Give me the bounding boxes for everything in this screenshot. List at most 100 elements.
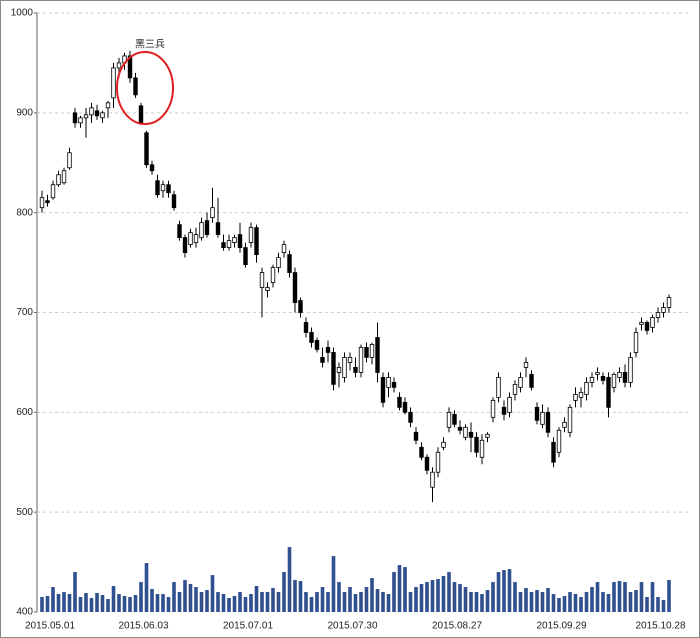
volume-bar <box>56 594 61 612</box>
candle-body <box>210 207 215 219</box>
candle-body <box>259 272 265 288</box>
volume-bar <box>590 587 594 612</box>
candle-body <box>199 222 204 239</box>
candle-body <box>474 436 479 453</box>
volume-bar <box>419 584 424 612</box>
volume-bar <box>507 569 512 612</box>
volume-bar <box>139 582 143 612</box>
candle-body <box>589 376 595 383</box>
candle-body <box>600 375 606 381</box>
volume-bar <box>348 587 352 612</box>
candle-body <box>650 317 655 328</box>
candle-body <box>463 426 468 438</box>
candle-body <box>89 107 94 116</box>
candle-body <box>622 371 628 383</box>
candle-body <box>424 456 430 471</box>
x-tick-label: 2015.05.01 <box>25 621 75 632</box>
highlight-ellipse <box>116 51 174 125</box>
candle-body <box>116 62 122 69</box>
volume-bar <box>573 594 578 612</box>
x-tick-label: 2015.06.03 <box>118 621 168 632</box>
volume-bar <box>227 598 231 612</box>
candle-body <box>666 297 672 308</box>
volume-bar <box>513 582 517 612</box>
volume-bar <box>309 597 314 612</box>
volume-bar <box>364 587 369 612</box>
candle-body <box>391 381 397 388</box>
candle-body <box>72 112 78 124</box>
volume-bar <box>518 592 523 612</box>
volume-bar <box>612 582 616 612</box>
volume-bar <box>254 586 259 612</box>
volume-bar <box>386 594 391 612</box>
volume-bar <box>276 592 281 612</box>
candle-body <box>39 197 45 209</box>
candle-body <box>155 180 160 196</box>
volume-bar <box>656 597 660 612</box>
candle-body <box>166 184 171 194</box>
candle-body <box>633 332 639 353</box>
volume-bar <box>95 593 99 612</box>
candle-body <box>281 244 287 253</box>
candle-body <box>144 132 149 166</box>
x-tick-label: 2015.07.30 <box>327 621 377 632</box>
candle-body <box>105 102 111 109</box>
y-tick-label: 500 <box>16 507 33 518</box>
candle-body <box>50 184 56 199</box>
volume-bar <box>606 594 611 612</box>
volume-bar <box>392 572 396 612</box>
candle-body <box>628 357 633 383</box>
volume-bar <box>89 598 94 612</box>
candle-body <box>435 451 441 473</box>
volume-bar <box>458 584 462 612</box>
volume-bar <box>502 570 506 612</box>
volume-bar <box>172 582 176 612</box>
volume-bar <box>557 598 561 612</box>
candle-body <box>292 272 298 303</box>
candle-body <box>78 117 83 124</box>
volume-bar <box>469 592 473 612</box>
candle-body <box>567 406 573 433</box>
candle-body <box>578 391 584 398</box>
volume-bar <box>480 594 484 612</box>
volume-bar <box>128 597 132 612</box>
candle-body <box>221 242 226 249</box>
volume-bar <box>524 588 528 612</box>
candle-body <box>479 439 485 458</box>
volume-bar <box>331 556 336 612</box>
volume-bar <box>381 592 385 612</box>
volume-bar <box>260 592 264 612</box>
volume-bar <box>304 592 308 612</box>
volume-bar <box>595 582 600 612</box>
candle-body <box>171 194 177 209</box>
candle-body <box>149 164 155 172</box>
candle-body <box>573 393 578 401</box>
volume-bar <box>287 547 292 612</box>
candle-body <box>298 300 303 313</box>
candle-body <box>309 332 314 343</box>
volume-bar <box>397 565 402 612</box>
candle-body <box>204 220 210 236</box>
candle-body <box>56 174 61 186</box>
candle-body <box>265 287 270 291</box>
volume-bar <box>474 592 479 612</box>
candle-body <box>254 227 259 255</box>
volume-bar <box>293 580 297 612</box>
volume-bar <box>84 593 88 612</box>
candle-body <box>430 471 435 488</box>
candle-body <box>287 254 292 273</box>
volume-bar <box>205 590 209 612</box>
volume-bar <box>496 572 501 612</box>
volume-bar <box>238 592 242 612</box>
candle-body <box>320 357 325 363</box>
volume-bar <box>359 592 363 612</box>
candle-body <box>61 170 67 184</box>
volume-bar <box>425 582 429 612</box>
candle-body <box>237 234 243 249</box>
volume-bar <box>67 594 72 612</box>
volume-bar <box>408 592 413 612</box>
candle-body <box>551 441 556 463</box>
y-tick-label: 400 <box>16 607 33 618</box>
